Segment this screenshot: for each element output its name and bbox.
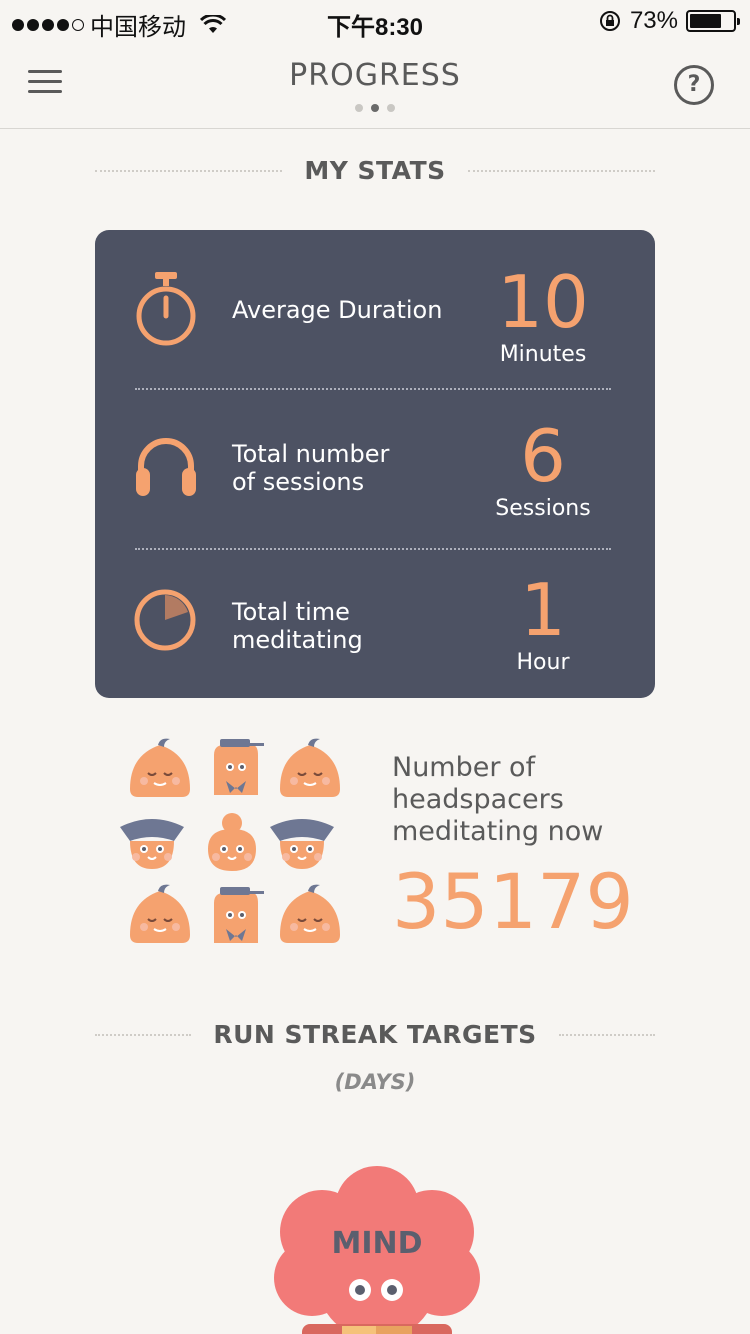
nav-bar: PROGRESS ? bbox=[0, 40, 750, 129]
mind-character[interactable]: MIND bbox=[262, 1160, 492, 1334]
signal-strength-icon bbox=[12, 18, 84, 31]
stat-label: Total number of sessions bbox=[232, 440, 389, 496]
divider bbox=[95, 169, 283, 172]
page-dot bbox=[355, 104, 363, 112]
divider bbox=[467, 169, 655, 172]
stat-label-line: meditating bbox=[232, 626, 363, 654]
stopwatch-icon bbox=[136, 272, 196, 346]
divider bbox=[558, 1033, 656, 1036]
page-indicator bbox=[0, 104, 750, 112]
stat-row-total-sessions: Total number of sessions 6 Sessions bbox=[95, 388, 655, 544]
headspacers-caption: Number of headspacers meditating now bbox=[392, 752, 603, 848]
caption-line: meditating now bbox=[392, 816, 604, 847]
stat-label: Total time meditating bbox=[232, 598, 363, 654]
caption-line: headspacers bbox=[392, 784, 564, 815]
menu-icon[interactable] bbox=[28, 70, 62, 94]
stat-row-average-duration: Average Duration 10 Minutes bbox=[95, 230, 655, 386]
mind-cloud-icon bbox=[274, 1166, 480, 1334]
stat-unit: Hour bbox=[516, 650, 570, 675]
headspacer-characters-icon bbox=[119, 737, 341, 944]
stat-label-line: Average Duration bbox=[232, 296, 443, 324]
wifi-icon bbox=[200, 14, 226, 33]
page-title: PROGRESS bbox=[289, 58, 461, 93]
status-time: 下午8:30 bbox=[326, 14, 424, 41]
stat-divider bbox=[135, 388, 611, 390]
page-dot bbox=[387, 104, 395, 112]
headspacers-count: 35179 bbox=[392, 857, 634, 946]
my-stats-header: MY STATS bbox=[95, 156, 655, 185]
days-subtitle: (DAYS) bbox=[334, 1070, 416, 1094]
status-right: 73% bbox=[598, 7, 740, 35]
divider bbox=[95, 1033, 192, 1036]
stat-divider bbox=[135, 548, 611, 550]
stat-label-line: Total number bbox=[232, 440, 390, 468]
rotation-lock-icon bbox=[599, 11, 620, 31]
stat-number: 1 bbox=[520, 568, 566, 652]
pie-clock-icon bbox=[134, 589, 196, 651]
stat-label-line: of sessions bbox=[232, 468, 365, 496]
stat-unit: Sessions bbox=[495, 496, 591, 521]
battery-icon bbox=[686, 10, 740, 32]
headphones-icon bbox=[136, 438, 196, 496]
stat-label-line: Total time bbox=[232, 598, 350, 626]
help-button[interactable]: ? bbox=[674, 65, 714, 105]
section-title: MY STATS bbox=[304, 156, 446, 185]
mind-label: MIND bbox=[331, 1226, 423, 1261]
battery-percent: 73% bbox=[629, 7, 678, 34]
stat-unit: Minutes bbox=[499, 342, 587, 367]
page-dot-active bbox=[371, 104, 379, 112]
stat-label: Average Duration bbox=[232, 296, 442, 324]
stats-card: Average Duration 10 Minutes Total number… bbox=[95, 230, 655, 698]
stat-value-block: 10 Minutes bbox=[475, 266, 611, 368]
caption-line: Number of bbox=[392, 752, 536, 783]
stat-row-total-time: Total time meditating 1 Hour bbox=[95, 542, 655, 698]
stat-value-block: 6 Sessions bbox=[475, 420, 611, 522]
run-streak-header: RUN STREAK TARGETS bbox=[95, 1020, 656, 1049]
status-bar: 中国移动 下午8:30 73% bbox=[0, 0, 750, 42]
section-title: RUN STREAK TARGETS bbox=[213, 1020, 537, 1049]
stat-number: 10 bbox=[497, 260, 589, 344]
stat-number: 6 bbox=[520, 414, 566, 498]
status-left: 中国移动 bbox=[12, 7, 226, 42]
carrier-name: 中国移动 bbox=[90, 14, 186, 41]
stat-value-block: 1 Hour bbox=[475, 574, 611, 676]
